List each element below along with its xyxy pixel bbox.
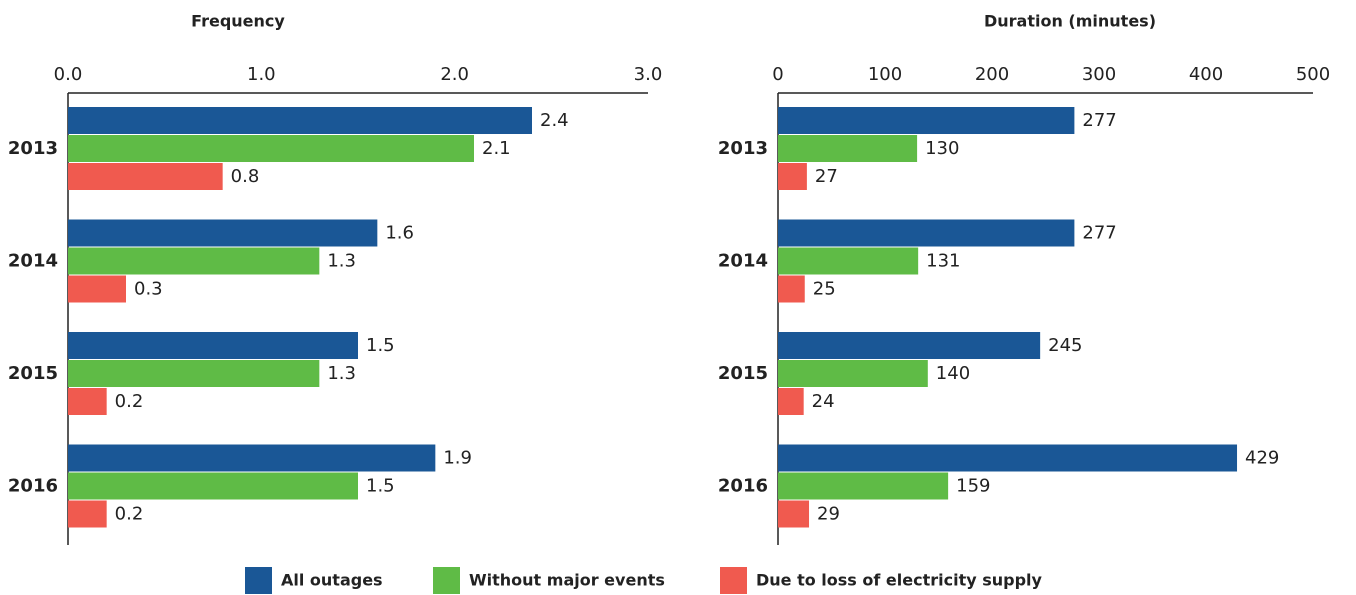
- bar: [778, 107, 1075, 134]
- x-tick-label: 400: [1189, 64, 1223, 85]
- x-tick-label: 3.0: [634, 64, 663, 85]
- value-label: 277: [1082, 110, 1116, 131]
- legend-swatch: [245, 567, 272, 594]
- bar: [68, 472, 358, 500]
- bar: [778, 444, 1238, 472]
- value-label: 1.3: [327, 363, 356, 384]
- value-label: 0.2: [115, 391, 144, 412]
- bar: [778, 247, 919, 275]
- y-tick-label: 2016: [8, 476, 58, 497]
- value-label: 2.4: [540, 110, 569, 131]
- y-tick-label: 2014: [8, 251, 58, 272]
- bar: [68, 163, 223, 190]
- y-tick-label: 2013: [718, 138, 768, 159]
- bar: [778, 275, 805, 303]
- x-tick-label: 0: [772, 64, 783, 85]
- legend-label: All outages: [281, 571, 383, 590]
- bar: [68, 332, 358, 359]
- value-label: 1.3: [327, 251, 356, 272]
- bar: [778, 472, 949, 500]
- bar: [778, 163, 807, 190]
- y-tick-label: 2014: [718, 251, 768, 272]
- value-label: 131: [926, 251, 960, 272]
- value-label: 25: [813, 279, 836, 300]
- bar: [68, 219, 378, 247]
- chart-title: Duration (minutes): [984, 12, 1156, 31]
- bar: [68, 388, 107, 415]
- legend-swatch: [720, 567, 747, 594]
- value-label: 429: [1245, 448, 1279, 469]
- x-tick-label: 2.0: [440, 64, 469, 85]
- value-label: 0.3: [134, 279, 163, 300]
- x-tick-label: 200: [975, 64, 1009, 85]
- value-label: 1.5: [366, 335, 395, 356]
- value-label: 277: [1082, 223, 1116, 244]
- bar: [778, 500, 810, 528]
- value-label: 0.2: [115, 504, 144, 525]
- legend-label: Due to loss of electricity supply: [756, 571, 1043, 590]
- x-tick-label: 100: [868, 64, 902, 85]
- bar: [68, 444, 436, 472]
- legend-label: Without major events: [469, 571, 665, 590]
- legend-swatch: [433, 567, 460, 594]
- value-label: 0.8: [231, 166, 260, 187]
- chart-title: Frequency: [191, 12, 285, 31]
- bar: [68, 275, 126, 303]
- x-tick-label: 500: [1296, 64, 1330, 85]
- value-label: 29: [817, 504, 840, 525]
- bar: [778, 332, 1041, 359]
- y-tick-label: 2015: [8, 363, 58, 384]
- bar: [68, 107, 532, 134]
- x-tick-label: 300: [1082, 64, 1116, 85]
- x-tick-label: 1.0: [247, 64, 276, 85]
- value-label: 24: [812, 391, 835, 412]
- bar: [778, 388, 804, 415]
- value-label: 2.1: [482, 138, 511, 159]
- y-tick-label: 2013: [8, 138, 58, 159]
- x-tick-label: 0.0: [54, 64, 83, 85]
- y-tick-label: 2016: [718, 476, 768, 497]
- value-label: 1.6: [385, 223, 414, 244]
- bar: [778, 360, 928, 387]
- value-label: 140: [936, 363, 970, 384]
- value-label: 27: [815, 166, 838, 187]
- bar: [68, 360, 320, 387]
- bar: [68, 500, 107, 528]
- bar: [68, 135, 474, 162]
- bar: [778, 219, 1075, 247]
- bar: [68, 247, 320, 275]
- value-label: 245: [1048, 335, 1082, 356]
- value-label: 1.9: [443, 448, 472, 469]
- y-tick-label: 2015: [718, 363, 768, 384]
- value-label: 159: [956, 476, 990, 497]
- value-label: 1.5: [366, 476, 395, 497]
- value-label: 130: [925, 138, 959, 159]
- bar: [778, 135, 918, 162]
